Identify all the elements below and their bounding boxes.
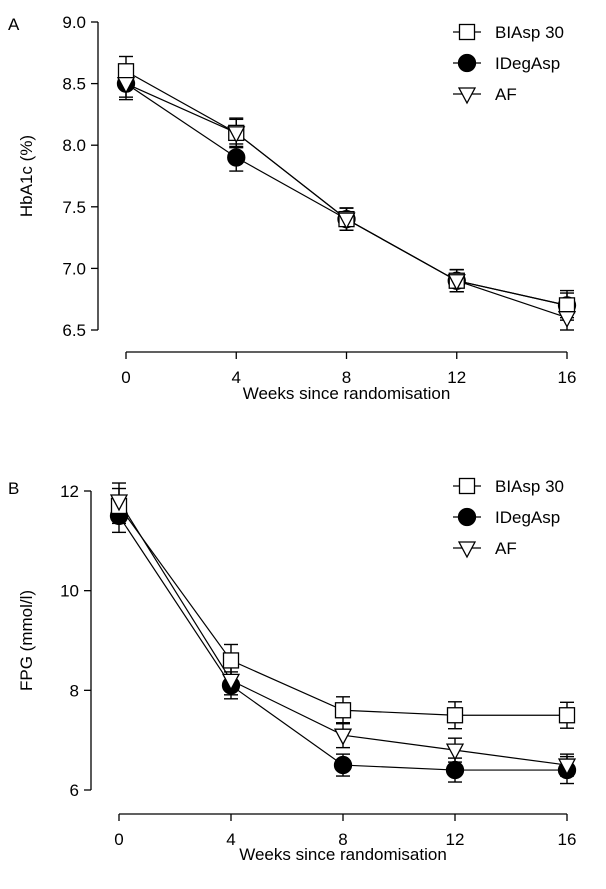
legend-item: BIAsp 30 [453,23,564,42]
legend: BIAsp 30 IDegAsp AF [453,477,564,559]
legend-marker [457,541,477,559]
x-tick-label: 12 [447,368,466,387]
data-point [558,707,576,724]
x-tick-label: 16 [558,368,577,387]
data-point [333,728,353,746]
data-point [447,274,466,292]
data-point [445,743,465,761]
legend-item: IDegAsp [453,507,560,527]
legend-label: AF [495,85,517,104]
data-point [446,707,464,724]
data-point [109,494,129,512]
legend-marker [457,53,477,73]
legend-label: AF [495,539,517,558]
data-point [221,673,241,691]
y-axis-title: FPG (mmol/l) [17,590,36,691]
y-tick-label: 10 [60,582,79,601]
data-point [222,652,240,669]
legend-marker [458,23,476,41]
panel-label: B [8,479,19,498]
panel-label: A [8,15,20,34]
x-tick-label: 0 [114,830,123,849]
chart-panel-b: B 6 8 10 12 FPG (mmol/l) 0 4 8 12 16 Weeks since ra… [8,477,576,864]
series-line-1 [125,83,568,306]
x-tick-label: 8 [342,368,351,387]
data-point [557,758,577,776]
y-tick-label: 6 [70,781,79,800]
y-tick-label: 8.0 [62,136,86,155]
y-tick-label: 9.0 [62,13,86,32]
series-line-0 [118,505,567,716]
data-point [117,63,135,80]
series-line-2 [125,83,568,319]
chart-panel-a: A 6.5 7.0 7.5 8.0 8.5 9.0 HbA1c (%) 0 4 8 12 16 Weeks… [8,13,576,403]
y-tick-label: 8.5 [62,75,86,94]
data-point [557,311,577,329]
data-point [445,760,465,780]
legend-label: IDegAsp [495,54,560,73]
legend-label: BIAsp 30 [495,477,564,496]
legend-label: BIAsp 30 [495,23,564,42]
data-point [227,148,246,167]
x-tick-label: 16 [558,830,577,849]
y-tick-label: 8 [70,681,79,700]
x-tick-label: 12 [446,830,465,849]
x-tick-label: 0 [121,368,130,387]
legend-marker [458,477,476,495]
y-axis-title: HbA1c (%) [17,135,36,217]
x-tick-label: 4 [226,830,235,849]
legend-label: IDegAsp [495,508,560,527]
data-point [334,702,352,719]
legend: BIAsp 30 IDegAsp AF [453,23,564,105]
data-point [333,755,353,775]
data-point [116,76,136,94]
series-line-0 [125,70,568,306]
y-tick-label: 7.5 [62,198,86,217]
data-point [337,212,356,230]
legend-marker [457,87,477,105]
legend-marker [457,507,477,527]
x-axis-title: Weeks since randomisation [243,384,451,403]
x-tick-label: 8 [338,830,347,849]
x-axis-title: Weeks since randomisation [239,845,447,864]
y-tick-label: 7.0 [62,259,86,278]
legend-item: AF [453,539,517,559]
y-tick-label: 12 [60,482,79,501]
legend-item: BIAsp 30 [453,477,564,496]
data-point [558,297,576,314]
legend-item: IDegAsp [453,53,560,73]
x-tick-label: 4 [232,368,241,387]
y-tick-label: 6.5 [62,321,86,340]
legend-item: AF [453,85,517,105]
data-point [227,126,246,144]
